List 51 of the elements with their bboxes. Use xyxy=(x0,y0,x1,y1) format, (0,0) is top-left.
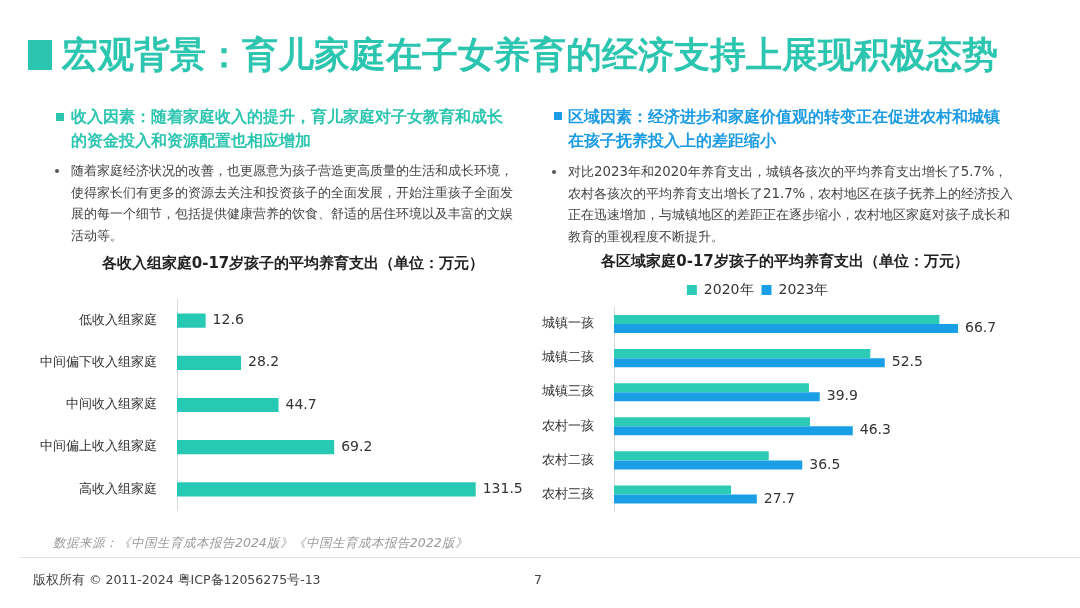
bar xyxy=(177,355,242,370)
data-label: 46.3 xyxy=(859,421,891,438)
legend-label: 2020年 xyxy=(703,280,754,297)
bar xyxy=(177,397,279,413)
y-tick-label: 城镇二孩 xyxy=(541,349,594,365)
data-label: 28.2 xyxy=(248,353,280,370)
text: 版权所有 © 2011-2024 粤ICP备12056275号-13 xyxy=(33,572,321,588)
bar xyxy=(177,313,206,328)
bar xyxy=(614,315,940,325)
bar xyxy=(614,460,803,470)
bar xyxy=(614,392,820,402)
bar xyxy=(177,440,335,455)
y-tick-label: 高收入组家庭 xyxy=(79,480,157,496)
bar xyxy=(614,494,757,504)
y-tick-label: 中间偏上收入组家庭 xyxy=(40,438,157,454)
data-label: 12.6 xyxy=(212,311,244,328)
data-label: 44.7 xyxy=(285,395,317,412)
chart-subtitle: 区域因素：经济进步和家庭价值观的转变正在促进农村和城镇在孩子抚养投入上的差距缩小 xyxy=(568,106,1001,152)
legend-label: 2023年 xyxy=(778,280,829,297)
data-label: 69.2 xyxy=(341,437,373,454)
bar xyxy=(614,485,732,495)
y-tick-label: 中间偏下收入组家庭 xyxy=(40,354,157,370)
bar xyxy=(614,451,769,461)
text: 7 xyxy=(534,572,542,588)
data-label: 39.9 xyxy=(826,387,858,404)
data-label: 36.5 xyxy=(809,455,841,472)
bar xyxy=(614,358,885,368)
text: 宏观背景：育儿家庭在子女养育的经济支持上展现积极态势 xyxy=(62,33,998,77)
bar xyxy=(614,417,810,427)
data-label: 131.5 xyxy=(482,480,523,497)
y-tick-label: 城镇一孩 xyxy=(541,315,594,331)
y-tick-label: 农村一孩 xyxy=(542,417,594,433)
y-tick-label: 农村二孩 xyxy=(542,451,594,467)
y-tick-label: 中间收入组家庭 xyxy=(66,396,157,412)
source-note: 数据来源：《中国生育成本报告2024版》《中国生育成本报告2022版》 xyxy=(53,535,468,551)
bar xyxy=(177,482,476,497)
y-tick-label: 农村三孩 xyxy=(542,485,594,501)
bar xyxy=(614,324,958,334)
chart-title: 各收入组家庭0-17岁孩子的平均养育支出（单位：万元） xyxy=(100,253,486,273)
text: 随着家庭经济状况的改善，也更愿意为孩子营造更高质量的生活和成长环境，使得家长们有更多的资源去关注和投资孩子的全面发展，开始注重孩子全面发展的每一个细节，包括提供健康营养的饮食、舒适的居住环境以及丰富的文娱活动等。 xyxy=(71,162,514,245)
y-tick-label: 城镇三孩 xyxy=(541,383,594,399)
bar xyxy=(614,383,809,393)
data-label: 52.5 xyxy=(891,353,923,370)
chart-title: 各区域家庭0-17岁孩子的平均养育支出（单位：万元） xyxy=(600,251,970,271)
text: 对比2023年和2020年养育支出，城镇各孩次的平均养育支出增长了5.7%，农村各孩次的平均养育支出增长了21.7%，农村地区在孩子抚养上的经济投入正在迅速增加，与城镇地区的差距正在逐步缩小，农村地区家庭对孩子成长和教育的重视程度不断提升。 xyxy=(568,163,1015,246)
data-label: 27.7 xyxy=(763,489,796,506)
chart-subtitle: 收入因素：随着家庭收入的提升，育儿家庭对子女教育和成长的资金投入和资源配置也相应增加 xyxy=(71,106,504,152)
y-tick-label: 低收入组家庭 xyxy=(79,311,157,327)
bar xyxy=(614,426,853,436)
data-label: 66.7 xyxy=(964,319,997,336)
bar xyxy=(614,349,871,359)
